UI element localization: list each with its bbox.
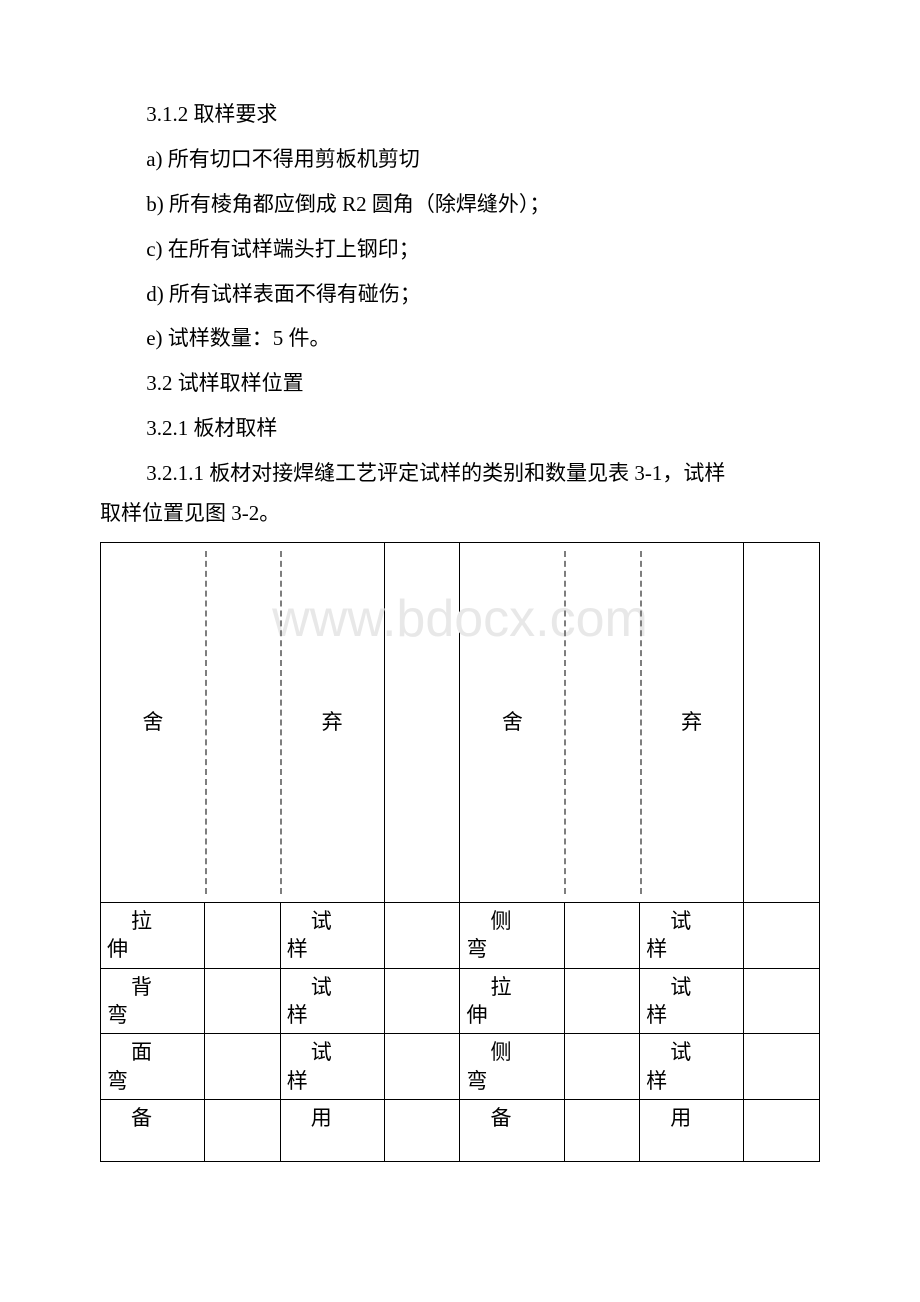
cell-r2-c: 拉伸 (460, 968, 564, 1034)
header-cell-1a: 舍 (101, 542, 205, 902)
cell-empty (205, 1034, 280, 1100)
specimen-table: 舍 弃 舍 弃 拉伸 试样 (100, 542, 820, 1162)
cell-empty (564, 1099, 639, 1161)
cell-text: 弯 (107, 1001, 128, 1029)
cell-r3-b: 试样 (280, 1034, 384, 1100)
cell-empty (744, 968, 820, 1034)
table-row: 背弯 试样 拉伸 试样 (101, 968, 820, 1034)
cell-text: 样 (646, 1001, 667, 1029)
cell-r2-b: 试样 (280, 968, 384, 1034)
para-d: d) 所有试样表面不得有碰伤； (100, 275, 820, 315)
cell-text: 试 (287, 1038, 332, 1066)
cell-text: 弯 (466, 1067, 487, 1095)
cell-text: 试 (646, 907, 691, 935)
cell-text: 弯 (107, 1067, 128, 1095)
header-cell-3b (564, 542, 639, 902)
cell-text: 侧 (466, 907, 511, 935)
header-cell-1b (205, 542, 280, 902)
cell-empty (384, 902, 459, 968)
cell-empty (564, 1034, 639, 1100)
header-cell-2b (384, 542, 459, 902)
cell-text: 背 (107, 973, 152, 1001)
cell-empty (205, 902, 280, 968)
header-text-2: 弃 (322, 710, 343, 734)
cell-r4-a: 备 (101, 1099, 205, 1161)
cell-r4-d: 用 (640, 1099, 744, 1161)
dash-divider-icon (640, 551, 642, 894)
cell-text: 用 (646, 1106, 691, 1130)
cell-r3-a: 面弯 (101, 1034, 205, 1100)
cell-text: 拉 (107, 907, 152, 935)
dash-divider-icon (280, 551, 282, 894)
table-row: 备 用 备 用 (101, 1099, 820, 1161)
cell-text: 备 (107, 1106, 152, 1130)
cell-empty (744, 902, 820, 968)
cell-empty (205, 1099, 280, 1161)
cell-text: 样 (287, 1067, 308, 1095)
cell-text: 样 (646, 1067, 667, 1095)
cell-empty (564, 968, 639, 1034)
header-cell-3a: 舍 (460, 542, 564, 902)
cell-text: 样 (646, 935, 667, 963)
cell-r2-a: 背弯 (101, 968, 205, 1034)
para-b: b) 所有棱角都应倒成 R2 圆角（除焊缝外）； (100, 185, 820, 225)
para-3-2-1-1: 3.2.1.1 板材对接焊缝工艺评定试样的类别和数量见表 3-1，试样 取样位置… (100, 454, 820, 534)
cell-r4-b: 用 (280, 1099, 384, 1161)
cell-text: 伸 (466, 1001, 487, 1029)
dash-divider-icon (205, 551, 207, 894)
cell-r1-c: 侧弯 (460, 902, 564, 968)
cell-empty (744, 1099, 820, 1161)
cell-text: 试 (287, 973, 332, 1001)
text-section: 3.1.2 取样要求 a) 所有切口不得用剪板机剪切 b) 所有棱角都应倒成 R… (100, 95, 820, 534)
cell-r3-c: 侧弯 (460, 1034, 564, 1100)
cell-text: 伸 (107, 935, 128, 963)
header-cell-4b (744, 542, 820, 902)
cell-text: 样 (287, 935, 308, 963)
cell-empty (564, 902, 639, 968)
cell-text: 侧 (466, 1038, 511, 1066)
para-3-1-2: 3.1.2 取样要求 (100, 95, 820, 135)
cell-empty (205, 968, 280, 1034)
header-cell-2a: 弃 (280, 542, 384, 902)
cell-text: 试 (646, 973, 691, 1001)
header-text-4: 弃 (681, 710, 702, 734)
specimen-table-wrap: 舍 弃 舍 弃 拉伸 试样 (100, 542, 820, 1162)
header-text-3: 舍 (502, 710, 523, 734)
header-text-1: 舍 (142, 710, 163, 734)
header-cell-4a: 弃 (640, 542, 744, 902)
cell-r1-a: 拉伸 (101, 902, 205, 968)
cell-text: 试 (646, 1038, 691, 1066)
para-c: c) 在所有试样端头打上钢印； (100, 230, 820, 270)
cell-text: 试 (287, 907, 332, 935)
cell-empty (384, 1034, 459, 1100)
table-row: 面弯 试样 侧弯 试样 (101, 1034, 820, 1100)
cell-empty (384, 1099, 459, 1161)
para-3-2-1: 3.2.1 板材取样 (100, 409, 820, 449)
para-3-2-1-1-line2: 取样位置见图 3-2。 (100, 501, 280, 525)
para-3-2: 3.2 试样取样位置 (100, 364, 820, 404)
cell-r2-d: 试样 (640, 968, 744, 1034)
dash-divider-icon (564, 551, 566, 894)
cell-text: 备 (466, 1106, 511, 1130)
para-a: a) 所有切口不得用剪板机剪切 (100, 140, 820, 180)
cell-text: 样 (287, 1001, 308, 1029)
cell-r1-b: 试样 (280, 902, 384, 968)
table-row-header: 舍 弃 舍 弃 (101, 542, 820, 902)
para-e: e) 试样数量：5 件。 (100, 319, 820, 359)
cell-r4-c: 备 (460, 1099, 564, 1161)
cell-r3-d: 试样 (640, 1034, 744, 1100)
cell-text: 拉 (466, 973, 511, 1001)
table-row: 拉伸 试样 侧弯 试样 (101, 902, 820, 968)
cell-empty (744, 1034, 820, 1100)
cell-r1-d: 试样 (640, 902, 744, 968)
cell-empty (384, 968, 459, 1034)
cell-text: 面 (107, 1038, 152, 1066)
para-3-2-1-1-line1: 3.2.1.1 板材对接焊缝工艺评定试样的类别和数量见表 3-1，试样 (100, 454, 820, 494)
cell-text: 用 (287, 1106, 332, 1130)
cell-text: 弯 (466, 935, 487, 963)
